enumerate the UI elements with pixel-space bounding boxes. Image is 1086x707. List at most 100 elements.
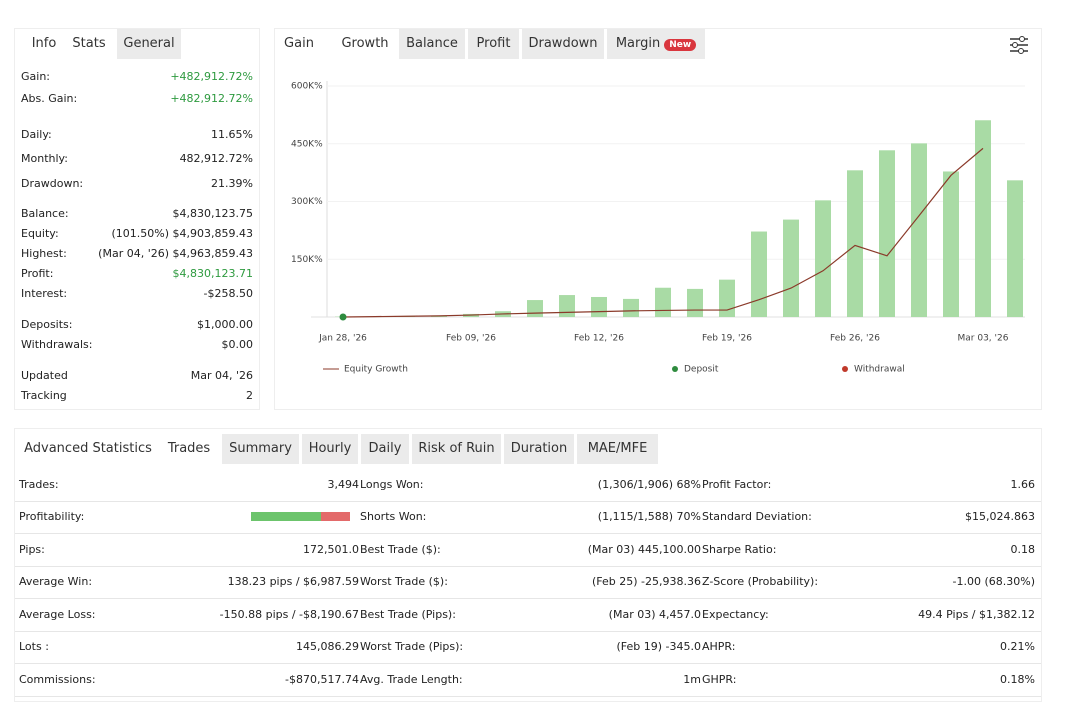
stat-label: AHPR:: [702, 640, 736, 653]
y-tick-label: 450K%: [291, 139, 323, 149]
info-value: Mar 04, '26: [190, 369, 253, 382]
bar: [719, 279, 735, 317]
info-label: Tracking: [21, 389, 67, 402]
info-value: (Mar 04, '26) $4,963,859.43: [98, 247, 253, 260]
tab[interactable]: Summary: [222, 434, 299, 464]
row-line: [15, 631, 1041, 632]
info-label: Abs. Gain:: [21, 92, 78, 105]
stat-label: Standard Deviation:: [702, 510, 812, 523]
profitability-bar-loss: [321, 512, 350, 521]
row-line: [15, 696, 1041, 697]
info-label: Monthly:: [21, 152, 68, 165]
row-line: [15, 598, 1041, 599]
stat-value: -150.88 pips / -$8,190.67: [219, 608, 359, 621]
stat-value: (Mar 03) 445,100.00: [587, 543, 701, 556]
info-value: $1,000.00: [197, 318, 253, 331]
stat-label: Average Win:: [19, 575, 93, 588]
bar: [687, 288, 703, 317]
stat-value: 138.23 pips / $6,987.59: [227, 575, 359, 588]
bar: [751, 231, 767, 317]
info-value: 11.65%: [211, 128, 253, 141]
settings-icon[interactable]: [1009, 35, 1029, 55]
stat-value: 1m: [683, 673, 701, 686]
info-value: $4,830,123.75: [172, 207, 253, 220]
deposit-marker: [339, 313, 347, 321]
bar: [1007, 180, 1023, 317]
row-line: [15, 501, 1041, 502]
legend-label: Deposit: [684, 365, 719, 375]
stat-label: Z-Score (Probability):: [702, 575, 819, 588]
stat-value: (1,306/1,906) 68%: [597, 478, 701, 491]
bar: [783, 219, 799, 317]
info-label: Profit:: [21, 267, 54, 280]
stat-label: Pips:: [19, 543, 45, 556]
stat-value: 1.66: [1010, 478, 1036, 491]
info-value: 2: [246, 389, 253, 402]
info-value: -$258.50: [203, 287, 253, 300]
tab[interactable]: Margin New: [607, 29, 705, 59]
stat-label: Profit Factor:: [702, 478, 772, 491]
stat-value: (Feb 19) -345.0: [616, 640, 701, 653]
tab[interactable]: Drawdown: [522, 29, 604, 59]
stat-value: 3,494: [327, 478, 360, 491]
stat-value: (Mar 03) 4,457.0: [608, 608, 701, 621]
row-line: [15, 533, 1041, 534]
tab[interactable]: MAE/MFE: [577, 434, 658, 464]
stat-label: Shorts Won:: [360, 510, 427, 523]
stat-label: Worst Trade ($):: [360, 575, 448, 588]
tab[interactable]: Advanced Statistics: [24, 441, 152, 456]
tab[interactable]: Trades: [167, 441, 211, 456]
info-label: Daily:: [21, 128, 52, 141]
row-line: [15, 566, 1041, 567]
stat-value: -1.00 (68.30%): [952, 575, 1035, 588]
stat-label: Sharpe Ratio:: [702, 543, 777, 556]
x-tick-label: Feb 26, '26: [830, 334, 880, 344]
row-line: [15, 663, 1041, 664]
tab[interactable]: Daily: [361, 434, 409, 464]
bar: [943, 171, 959, 317]
bar: [847, 170, 863, 317]
tab[interactable]: Info: [31, 36, 57, 51]
tab[interactable]: Duration: [504, 434, 574, 464]
info-value: $4,830,123.71: [172, 267, 253, 280]
stat-label: Expectancy:: [702, 608, 769, 621]
x-tick-label: Feb 09, '26: [446, 334, 496, 344]
equity-line: [342, 147, 984, 318]
x-tick-label: Mar 03, '26: [958, 334, 1009, 344]
chart: 150K% 300K% 450K% 600K% Jan 28, '26 Feb 09, '…: [291, 81, 1025, 375]
info-label: Withdrawals:: [21, 338, 93, 351]
legend-dot: [842, 366, 848, 372]
y-tick-label: 150K%: [291, 255, 323, 265]
bar: [975, 120, 991, 317]
stat-value: (Feb 25) -25,938.36: [591, 575, 701, 588]
info-value: 21.39%: [211, 177, 253, 190]
stat-value: $15,024.863: [965, 510, 1035, 523]
tab[interactable]: Profit: [468, 29, 519, 59]
bar: [623, 298, 639, 317]
info-value: 482,912.72%: [179, 152, 253, 165]
bar: [815, 200, 831, 317]
tab[interactable]: Stats: [72, 36, 106, 51]
tab[interactable]: Hourly: [302, 434, 358, 464]
stat-label: Lots :: [19, 640, 49, 653]
tab[interactable]: Growth: [341, 36, 389, 51]
tab[interactable]: Balance: [399, 29, 465, 59]
bar: [879, 150, 895, 317]
info-label: Highest:: [21, 247, 67, 260]
tab[interactable]: Gain: [284, 36, 314, 51]
x-tick-label: Feb 19, '26: [702, 334, 752, 344]
x-tick-label: Feb 12, '26: [574, 334, 624, 344]
tab[interactable]: Risk of Ruin: [412, 434, 501, 464]
stat-value: 172,501.0: [303, 543, 359, 556]
legend-dot: [672, 366, 678, 372]
stat-label: Best Trade ($):: [360, 543, 441, 556]
info-label: Updated: [21, 369, 68, 382]
tab[interactable]: General: [117, 29, 181, 59]
stat-label: Commissions:: [19, 673, 96, 686]
bar: [527, 300, 543, 317]
stat-label: Profitability:: [19, 510, 85, 523]
info-value: +482,912.72%: [170, 70, 253, 83]
info-label: Gain:: [21, 70, 50, 83]
stat-value: 49.4 Pips / $1,382.12: [918, 608, 1035, 621]
